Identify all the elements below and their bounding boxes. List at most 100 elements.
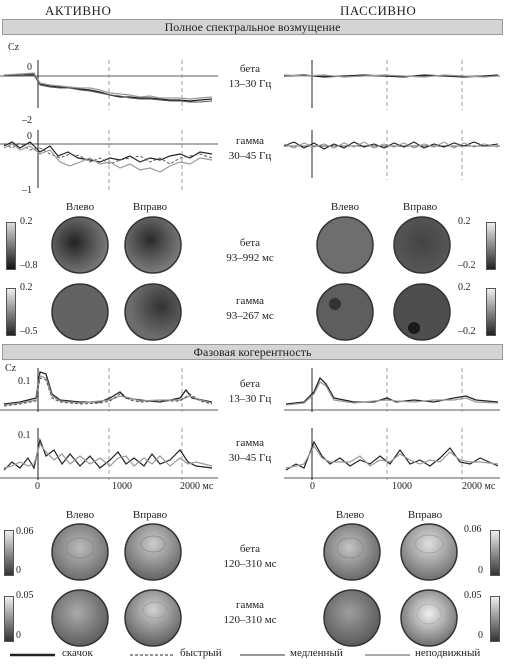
topo-window-psd-beta: 93–992 мс [226, 252, 274, 264]
colorbar-max: 0.2 [20, 216, 33, 227]
series-slow [285, 444, 499, 469]
colorbar-max: 0.2 [458, 216, 471, 227]
topo-band-beta: бета [239, 237, 261, 249]
colorbar-min: 0 [16, 565, 21, 576]
topo-band-gamma: гамма [235, 295, 265, 307]
psd-beta-passive-plot [283, 60, 500, 110]
series-jump [3, 437, 213, 471]
topomap [316, 283, 374, 341]
xtick-0: 0 [310, 481, 315, 492]
coh-band-beta-range: 13–30 Гц [228, 393, 272, 405]
topo-band-gamma: гамма [235, 599, 265, 611]
colorbar-psd-gamma-passive [486, 288, 496, 336]
colorbar-psd-gamma-active [6, 288, 16, 336]
colorbar-coh-beta-active [4, 530, 14, 576]
colorbar-max: 0.05 [464, 590, 482, 601]
topo-left-label: Влево [65, 509, 95, 521]
topomap [400, 589, 458, 647]
electrode-label-psd: Cz [8, 42, 20, 53]
legend-swatches [10, 653, 410, 657]
band-gamma-label: гамма [235, 135, 265, 147]
colorbar-coh-gamma-active [4, 596, 14, 642]
coh-band-gamma-label: гамма [235, 437, 265, 449]
coh-gamma-passive-plot [284, 428, 500, 480]
section-psd-title: Полное спектральное возмущение [2, 19, 503, 35]
topo-right-label: Вправо [132, 509, 168, 521]
legend-static: неподвижный [415, 647, 481, 659]
psd-beta-ybottom: –2 [22, 115, 32, 126]
coh-gamma-ytop: 0.1 [18, 430, 31, 441]
colorbar-max: 0.06 [464, 524, 482, 535]
series-slow [283, 74, 499, 78]
topomap [400, 523, 458, 581]
topo-left-label: Влево [330, 201, 360, 213]
topo-window-coh-beta: 120–310 мс [223, 558, 277, 570]
topomap [124, 216, 182, 274]
topomap [393, 283, 451, 341]
colorbar-coh-gamma-passive [490, 596, 500, 642]
topomap [323, 523, 381, 581]
coh-beta-active-plot [0, 368, 218, 412]
series-jump [285, 440, 499, 471]
colorbar-min: –0.5 [20, 326, 38, 337]
coh-gamma-active-plot [0, 428, 218, 480]
psd-beta-active-plot [0, 60, 218, 110]
topo-right-label: Вправо [402, 201, 438, 213]
topomap [124, 283, 182, 341]
colorbar-min: –0.2 [458, 260, 476, 271]
colorbar-max: 0.2 [20, 282, 33, 293]
series-jump [283, 74, 499, 78]
series-slow [3, 442, 213, 469]
xtick-0: 0 [35, 481, 40, 492]
topo-right-label: Вправо [407, 509, 443, 521]
series-jump [3, 141, 213, 163]
band-beta-label: бета [239, 63, 261, 75]
psd-beta-ytop: 0 [27, 62, 32, 73]
coh-beta-passive-plot [284, 368, 500, 412]
colorbar-max: 0.06 [16, 526, 34, 537]
xtick-2000: 2000 мс [462, 481, 496, 492]
series-fast [3, 377, 213, 407]
colorbar-max: 0.2 [458, 282, 471, 293]
section-coh-title: Фазовая когерентность [2, 344, 503, 360]
colorbar-min: 0 [478, 630, 483, 641]
series-jump [283, 141, 499, 150]
psd-gamma-ybottom: –1 [22, 185, 32, 196]
colorbar-psd-beta-passive [486, 222, 496, 270]
topomap [51, 589, 109, 647]
topo-window-coh-gamma: 120–310 мс [223, 614, 277, 626]
header-passive: ПАССИВНО [340, 3, 417, 18]
electrode-label-coh: Cz [5, 363, 17, 374]
topo-right-label: Вправо [132, 201, 168, 213]
coh-band-beta-label: бета [239, 378, 261, 390]
topomap [316, 216, 374, 274]
legend: скачок быстрый медленный неподвижный [0, 647, 505, 663]
colorbar-min: –0.2 [458, 326, 476, 337]
coh-beta-ytop: 0.1 [18, 376, 31, 387]
legend-fast: быстрый [180, 647, 222, 659]
topo-window-psd-gamma: 93–267 мс [226, 310, 274, 322]
psd-gamma-ytop: 0 [27, 131, 32, 142]
series-static [3, 74, 213, 103]
legend-jump: скачок [62, 647, 93, 659]
topomap [51, 283, 109, 341]
topomap [124, 523, 182, 581]
band-beta-range: 13–30 Гц [228, 78, 272, 90]
topomap [51, 216, 109, 274]
psd-gamma-active-plot [0, 130, 218, 190]
series-slow [3, 143, 213, 173]
colorbar-max: 0.05 [16, 590, 34, 601]
xtick-1000: 1000 [392, 481, 412, 492]
series-fast [3, 142, 213, 165]
band-gamma-range: 30–45 Гц [228, 150, 272, 162]
xtick-1000: 1000 [112, 481, 132, 492]
topomap [323, 589, 381, 647]
topo-left-label: Влево [335, 509, 365, 521]
colorbar-psd-beta-active [6, 222, 16, 270]
series-slow [283, 141, 499, 149]
topomap [124, 589, 182, 647]
legend-slow: медленный [290, 647, 343, 659]
topo-left-label: Влево [65, 201, 95, 213]
colorbar-coh-beta-passive [490, 530, 500, 576]
topomap [51, 523, 109, 581]
